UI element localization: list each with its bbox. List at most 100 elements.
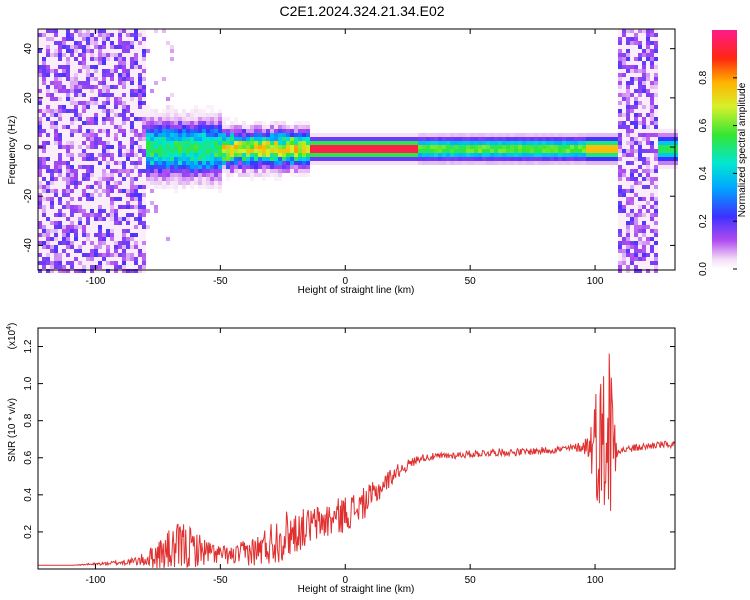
spectrogram-cell xyxy=(50,249,54,253)
spectrogram-cell xyxy=(662,129,666,133)
spectrogram-cell xyxy=(642,81,646,85)
spectrogram-cell xyxy=(94,37,98,41)
spectrogram-cell xyxy=(38,57,42,61)
spectrogram-cell xyxy=(50,197,54,201)
spectrogram-cell xyxy=(50,45,54,49)
spectrogram-cell xyxy=(142,145,146,149)
spectrogram-cell xyxy=(70,121,74,125)
spectrogram-cell xyxy=(642,193,646,197)
spectrogram-cell xyxy=(42,97,46,101)
spectrogram-cell xyxy=(622,45,626,49)
spectrogram-cell xyxy=(630,205,634,209)
spectrogram-cell xyxy=(258,153,262,157)
spectrogram-cell xyxy=(434,153,438,157)
spectrogram-cell xyxy=(374,133,378,137)
spectrogram-cell xyxy=(666,157,670,161)
spectrogram-cell xyxy=(114,129,118,133)
spectrogram-cell xyxy=(662,141,666,145)
spectrogram-cell xyxy=(374,153,378,157)
spectrogram-cell xyxy=(74,237,78,241)
spectrogram-cell xyxy=(310,133,314,137)
spectrogram-cell xyxy=(630,57,634,61)
spectrogram-cell xyxy=(634,33,638,37)
spectrogram-cell xyxy=(42,129,46,133)
spectrogram-cell xyxy=(622,125,626,129)
spectrogram-cell xyxy=(78,97,82,101)
spectrogram-cell xyxy=(130,221,134,225)
spectrogram-cell xyxy=(182,181,186,185)
spectrogram-cell xyxy=(94,129,98,133)
spectrogram-cell xyxy=(74,121,78,125)
spectrogram-cell xyxy=(594,149,598,153)
spectrogram-cell xyxy=(38,117,42,121)
spectrogram-cell xyxy=(142,73,146,77)
spectrogram-cell xyxy=(642,169,646,173)
spectrogram-cell xyxy=(558,149,562,153)
spectrogram-cell xyxy=(266,153,270,157)
spectrogram-cell xyxy=(74,77,78,81)
spectrogram-cell xyxy=(110,169,114,173)
spectrogram-cell xyxy=(50,37,54,41)
spectrogram-cell xyxy=(70,57,74,61)
spectrogram-cell xyxy=(626,185,630,189)
spectrogram-cell xyxy=(634,177,638,181)
spectrogram-cell xyxy=(298,169,302,173)
spectrogram-cell xyxy=(622,233,626,237)
spectrogram-cell xyxy=(214,141,218,145)
spectrogram-cell xyxy=(122,221,126,225)
spectrogram-cell xyxy=(66,241,70,245)
spectrogram-cell xyxy=(98,197,102,201)
spectrogram-cell xyxy=(70,173,74,177)
spectrogram-cell xyxy=(118,37,122,41)
spectrogram-cell xyxy=(638,101,642,105)
spectrogram-cell xyxy=(626,209,630,213)
spectrogram-cell xyxy=(450,161,454,165)
spectrogram-cell xyxy=(262,169,266,173)
spectrogram-cell xyxy=(142,265,146,269)
spectrogram-cell xyxy=(622,121,626,125)
spectrogram-cell xyxy=(502,137,506,141)
spectrogram-cell xyxy=(342,157,346,161)
spectrogram-cell xyxy=(138,269,142,273)
spectrogram-cell xyxy=(98,165,102,169)
spectrogram-cell xyxy=(206,173,210,177)
spectrogram-cell xyxy=(134,77,138,81)
spectrogram-cell xyxy=(178,157,182,161)
spectrogram-cell xyxy=(106,213,110,217)
spectrogram-cell xyxy=(86,77,90,81)
spectrogram-cell xyxy=(634,221,638,225)
spectrogram-cell xyxy=(254,149,258,153)
spectrogram-cell xyxy=(182,169,186,173)
spectrogram-cell xyxy=(214,117,218,121)
spectrogram-cell xyxy=(642,125,646,129)
spectrogram-cell xyxy=(286,133,290,137)
spectrogram-cell xyxy=(578,161,582,165)
spectrogram-cell xyxy=(42,269,46,273)
spectrogram-cell xyxy=(614,157,618,161)
spectrogram-cell xyxy=(70,177,74,181)
spectrogram-cell xyxy=(654,69,658,73)
spectrogram-cell xyxy=(634,85,638,89)
spectrogram-cell xyxy=(46,213,50,217)
spectrogram-cell xyxy=(202,125,206,129)
spectrogram-cell xyxy=(118,201,122,205)
spectrogram-cell xyxy=(78,73,82,77)
spectrogram-cell xyxy=(638,69,642,73)
spectrogram-cell xyxy=(178,117,182,121)
spectrogram-cell xyxy=(94,117,98,121)
spectrogram-cell xyxy=(106,209,110,213)
spectrogram-cell xyxy=(630,77,634,81)
spectrogram-cell xyxy=(118,249,122,253)
spectrogram-cell xyxy=(166,237,170,241)
spectrogram-cell xyxy=(86,125,90,129)
spectrogram-cell xyxy=(290,173,294,177)
spectrogram-cell xyxy=(534,133,538,137)
spectrogram-cell xyxy=(234,161,238,165)
spectrogram-cell xyxy=(602,157,606,161)
spectrogram-cell xyxy=(630,189,634,193)
spectrogram-cell xyxy=(142,241,146,245)
spectrogram-cell xyxy=(54,229,58,233)
spectrogram-cell xyxy=(654,37,658,41)
spectrogram-cell xyxy=(650,65,654,69)
spectrogram-cell xyxy=(170,109,174,113)
